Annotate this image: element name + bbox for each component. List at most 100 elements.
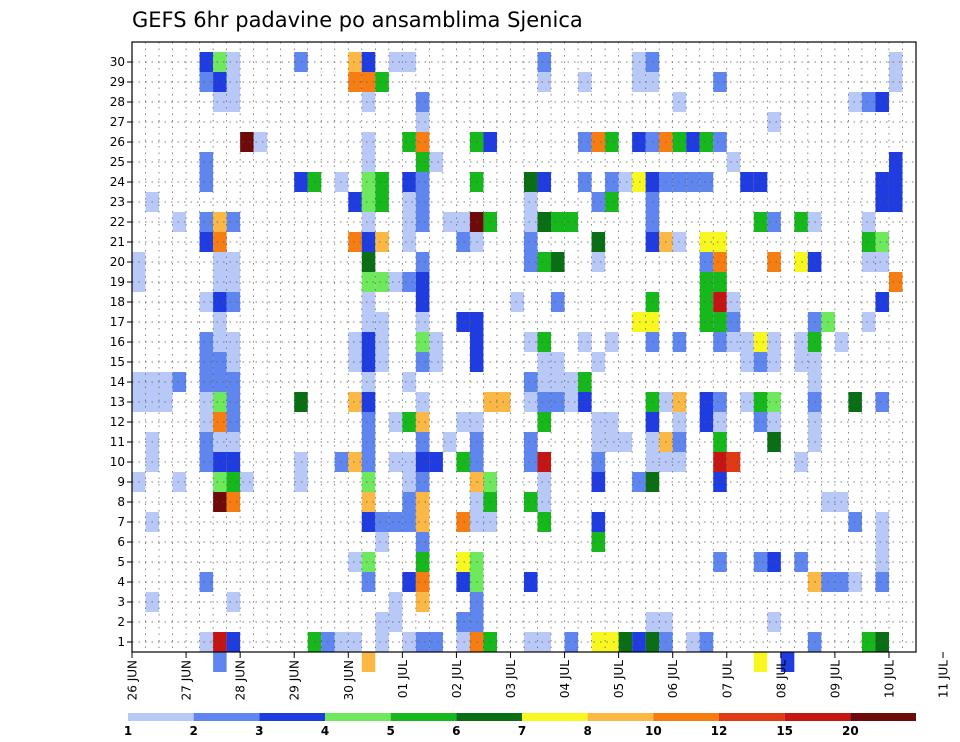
heatmap-cell: [632, 172, 646, 192]
heatmap-cell: [713, 432, 727, 452]
heatmap-cell: [361, 72, 376, 92]
heatmap-cell: [361, 652, 376, 672]
heatmap-cell: [699, 392, 714, 412]
heatmap-cell: [226, 492, 241, 512]
heatmap-cell: [456, 232, 470, 252]
heatmap-cell: [888, 192, 903, 212]
heatmap-cell: [415, 332, 430, 352]
heatmap-cell: [199, 152, 214, 172]
heatmap-cell: [753, 352, 768, 372]
heatmap-cell: [361, 92, 376, 112]
heatmap-cell: [686, 132, 700, 152]
heatmap-cell: [402, 512, 416, 532]
x-tick-label: 06 JUL: [666, 660, 680, 698]
heatmap-cell: [415, 292, 430, 312]
heatmap-cell: [402, 572, 416, 592]
heatmap-cell: [591, 532, 606, 552]
heatmap-cell: [361, 212, 376, 232]
legend-swatch: [128, 713, 194, 721]
legend-swatch: [456, 713, 522, 721]
y-tick-label: 3: [117, 595, 125, 609]
y-tick-label: 16: [110, 335, 125, 349]
heatmap-cell: [578, 372, 592, 392]
heatmap-cell: [213, 452, 227, 472]
heatmap-cell: [551, 292, 565, 312]
heatmap-cell: [334, 172, 349, 192]
heatmap-cell: [348, 332, 362, 352]
heatmap-cell: [375, 192, 389, 212]
heatmap-cell: [415, 152, 430, 172]
legend-swatch: [850, 713, 916, 721]
heatmap-cell: [537, 252, 552, 272]
heatmap-cell: [361, 392, 376, 412]
heatmap-cell: [686, 172, 700, 192]
heatmap-cell: [348, 392, 362, 412]
heatmap-cell: [537, 632, 552, 652]
heatmap-cell: [415, 92, 430, 112]
legend-label: 15: [776, 724, 793, 738]
heatmap-cell: [240, 472, 254, 492]
heatmap-cell: [213, 312, 227, 332]
heatmap-cell: [551, 372, 565, 392]
heatmap-cell: [361, 572, 376, 592]
heatmap-cell: [402, 232, 416, 252]
heatmap-cell: [767, 432, 781, 452]
heatmap-cell: [294, 52, 308, 72]
heatmap-cell: [861, 92, 876, 112]
heatmap-cell: [537, 512, 552, 532]
heatmap-cell: [524, 232, 538, 252]
heatmap-cell: [361, 452, 376, 472]
heatmap-cell: [699, 132, 714, 152]
y-tick-label: 14: [110, 375, 125, 389]
heatmap-cell: [713, 392, 727, 412]
x-tick-label: 27 JUN: [180, 660, 194, 700]
heatmap-cell: [294, 472, 308, 492]
heatmap-cell: [618, 432, 633, 452]
heatmap-cell: [402, 132, 416, 152]
y-tick-label: 13: [110, 395, 125, 409]
y-tick-label: 30: [110, 55, 125, 69]
heatmap-cell: [213, 432, 227, 452]
heatmap-cell: [402, 412, 416, 432]
heatmap-cell: [402, 172, 416, 192]
heatmap-cell: [875, 512, 889, 532]
heatmap-cell: [361, 152, 376, 172]
heatmap-cell: [361, 552, 376, 572]
heatmap-cell: [591, 632, 606, 652]
heatmap-cell: [388, 52, 403, 72]
x-tick-label: 04 JUL: [558, 660, 572, 698]
heatmap-cell: [361, 312, 376, 332]
heatmap-cell: [591, 132, 606, 152]
heatmap-cell: [524, 192, 538, 212]
heatmap-cell: [199, 412, 214, 432]
heatmap-cell: [537, 212, 552, 232]
heatmap-cell: [524, 492, 538, 512]
heatmap-cell: [402, 272, 416, 292]
heatmap-cell: [213, 212, 227, 232]
heatmap-cell: [375, 612, 389, 632]
heatmap-cell: [591, 472, 606, 492]
heatmap-cell: [415, 132, 430, 152]
heatmap-cell: [794, 352, 808, 372]
legend-swatch: [259, 713, 325, 721]
heatmap-cell: [537, 392, 552, 412]
heatmap-cell: [713, 72, 727, 92]
heatmap-cell: [578, 392, 592, 412]
heatmap-cell: [388, 452, 403, 472]
heatmap-cell: [415, 432, 430, 452]
heatmap-cell: [456, 452, 470, 472]
heatmap-cell: [361, 512, 376, 532]
legend-swatch: [390, 713, 457, 721]
heatmap-cell: [415, 632, 430, 652]
y-tick-label: 17: [110, 315, 125, 329]
heatmap-cell: [456, 612, 470, 632]
color-legend: 1 2 3 4 5 6 7 8 10 12 15 20: [124, 713, 916, 738]
heatmap-cell: [361, 472, 376, 492]
heatmap-cell: [564, 392, 579, 412]
heatmap-cell: [591, 192, 606, 212]
heatmap-cell: [875, 572, 889, 592]
heatmap-cell: [713, 452, 727, 472]
heatmap-cell: [537, 492, 552, 512]
y-tick-label: 8: [117, 495, 125, 509]
